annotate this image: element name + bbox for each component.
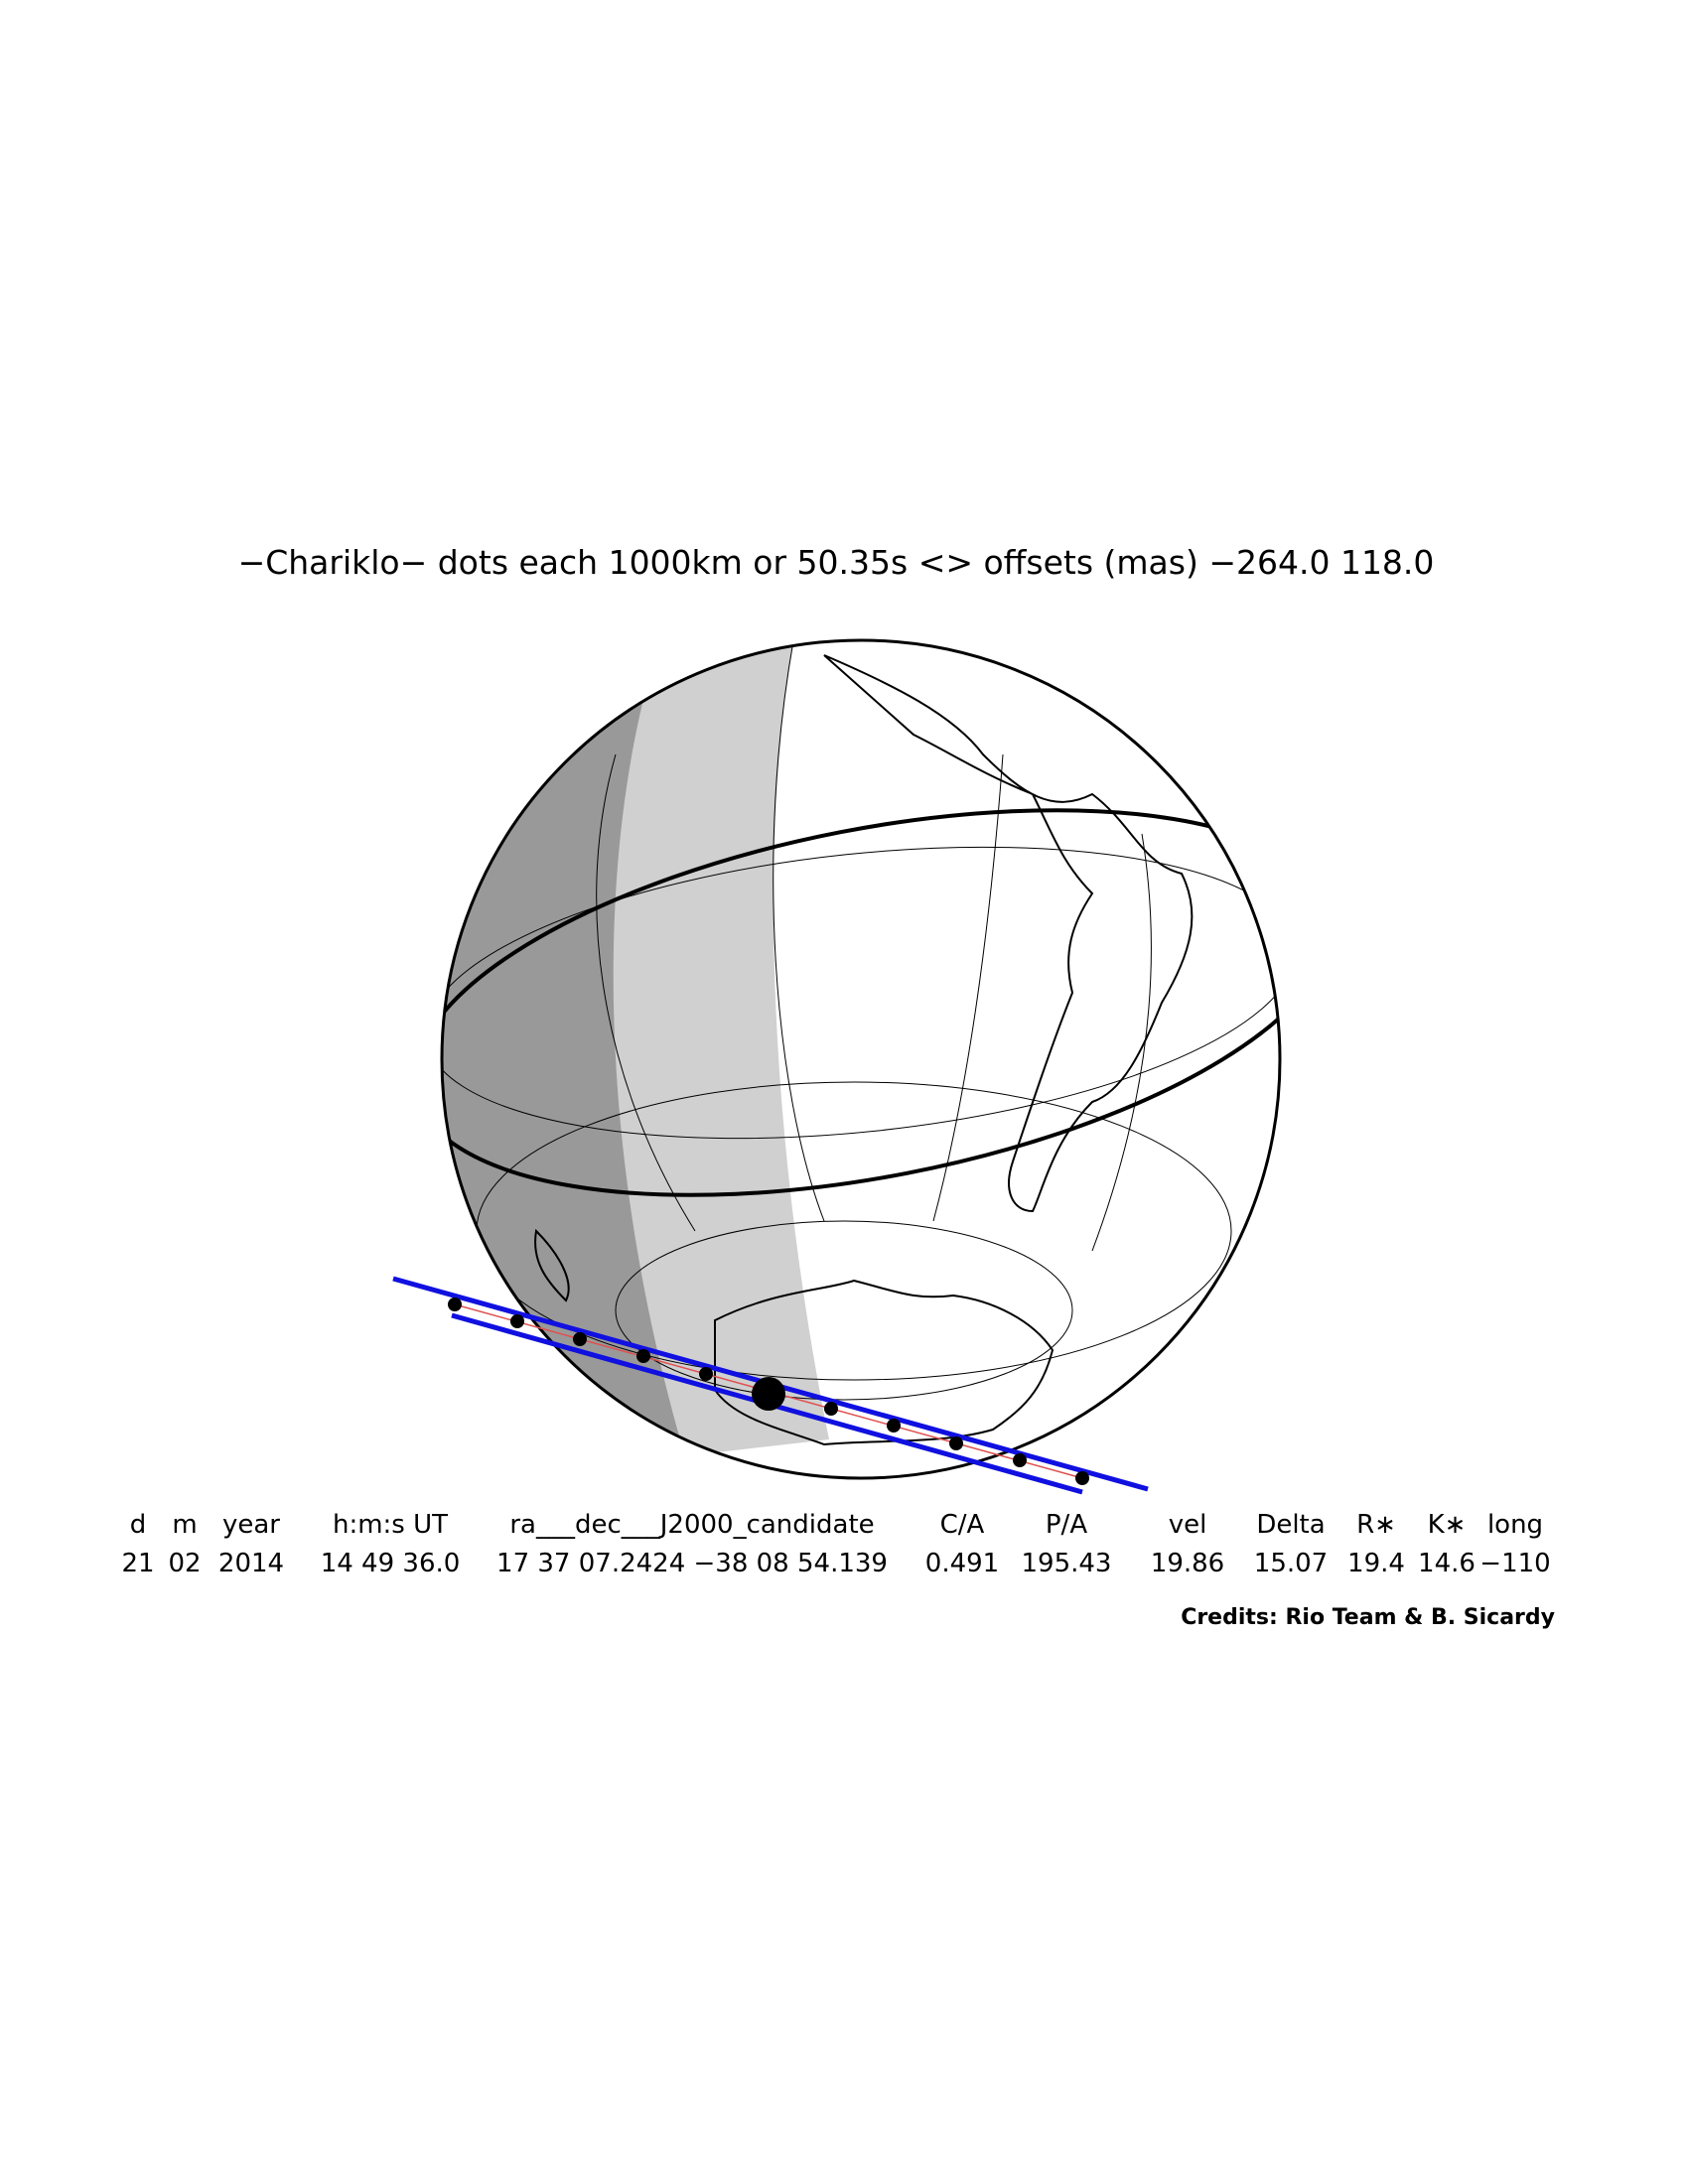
header-cell: ra___dec___J2000_candidate — [509, 1510, 874, 1540]
header-cell: K∗ — [1428, 1510, 1467, 1540]
value-cell: 0.491 — [925, 1549, 999, 1578]
header-cell: year — [222, 1510, 280, 1540]
value-cell: 17 37 07.2424 −38 08 54.139 — [496, 1549, 888, 1578]
value-cell: 21 — [121, 1549, 154, 1578]
value-cell: 195.43 — [1022, 1549, 1112, 1578]
header-cell: d — [130, 1510, 147, 1540]
header-cell: C/A — [940, 1510, 985, 1540]
header-cell: R∗ — [1356, 1510, 1396, 1540]
value-cell: 2014 — [218, 1549, 284, 1578]
value-cell: 15.07 — [1254, 1549, 1328, 1578]
header-cell: Delta — [1256, 1510, 1325, 1540]
value-cell: −110 — [1479, 1549, 1550, 1578]
value-cell: 14.6 — [1418, 1549, 1476, 1578]
title: −Chariklo− dots each 1000km or 50.35s <>… — [238, 543, 1435, 582]
header-cell: P/A — [1046, 1510, 1087, 1540]
shadow-path — [392, 1276, 1149, 1495]
credits: Credits: Rio Team & B. Sicardy — [1181, 1605, 1555, 1630]
value-cell: 14 49 36.0 — [321, 1549, 461, 1578]
value-cell: 02 — [168, 1549, 201, 1578]
value-cell: 19.86 — [1151, 1549, 1224, 1578]
header-cell: long — [1487, 1510, 1543, 1540]
value-cell: 19.4 — [1347, 1549, 1405, 1578]
header-cell: h:m:s UT — [333, 1510, 448, 1540]
globe — [440, 638, 1282, 1480]
header-cell: vel — [1169, 1510, 1207, 1540]
header-cell: m — [172, 1510, 197, 1540]
info-table: d m year h:m:s UT ra___dec___J2000_candidate… — [121, 1510, 1550, 1578]
